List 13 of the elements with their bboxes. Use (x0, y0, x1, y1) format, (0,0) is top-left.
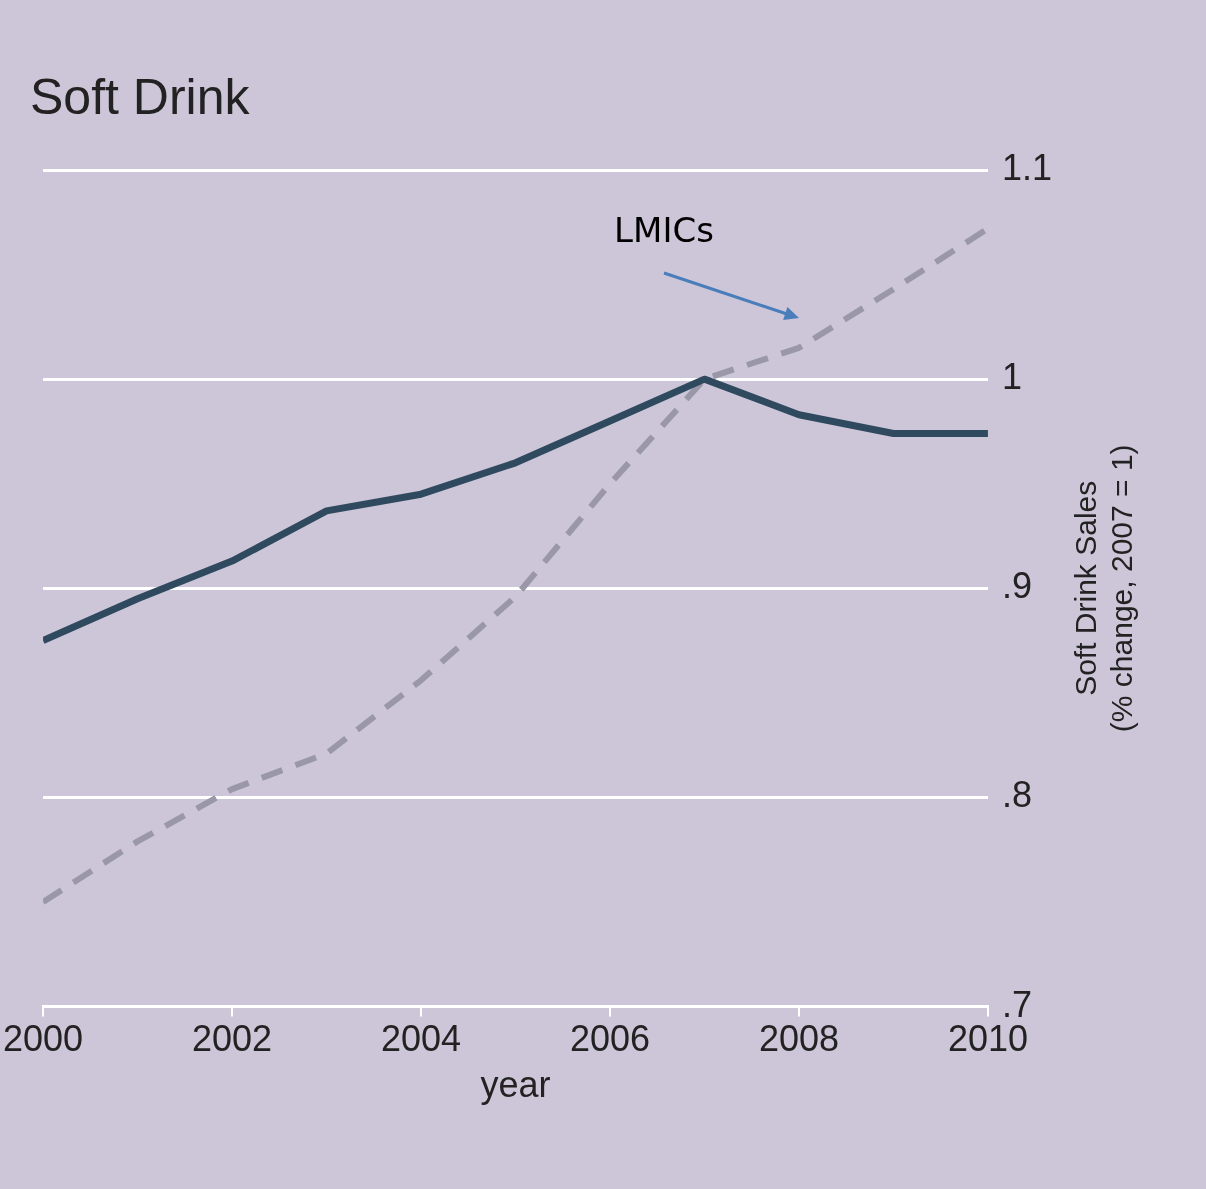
y-tick-label: .9 (1001, 565, 1032, 607)
y-tick-label: .8 (1001, 774, 1032, 816)
y-axis-title: Soft Drink Sales (% change, 2007 = 1) (1069, 444, 1139, 733)
chart-title: Soft Drink (30, 68, 251, 125)
x-tick-label: 2004 (380, 1018, 462, 1060)
y-tick-label: 1.1 (1001, 146, 1052, 188)
x-tick-label: 2008 (758, 1018, 840, 1060)
x-tick-label: 2006 (569, 1018, 651, 1060)
text: LMICs (614, 209, 714, 250)
x-tick-label: 2002 (191, 1018, 273, 1060)
x-axis-title: year (480, 1064, 551, 1106)
y-tick-label: 1 (1001, 356, 1022, 398)
x-tick-label: 2000 (3, 1018, 84, 1060)
